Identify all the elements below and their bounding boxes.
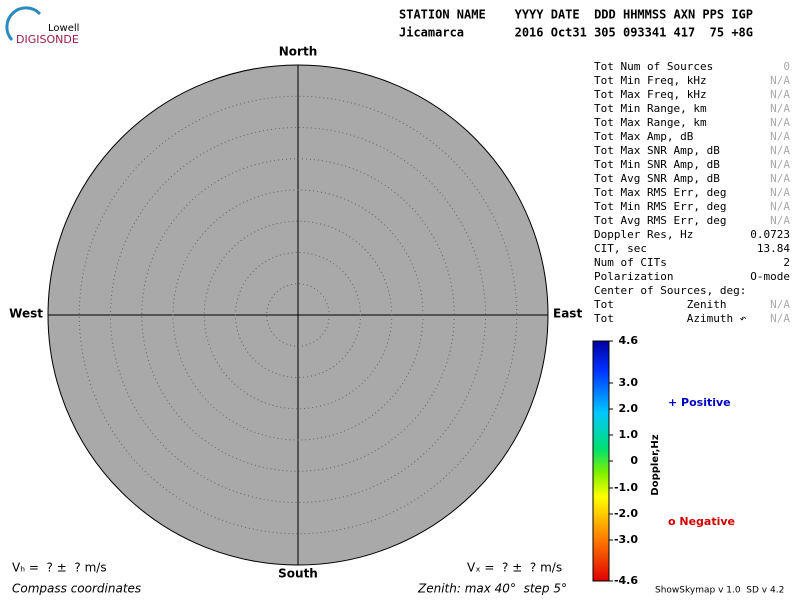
zenith-ring [78,95,518,535]
zenith-ring [172,189,424,441]
zenith-ring [110,127,486,503]
north-label: North [279,45,317,59]
logo-bottom: DIGISONDE [16,33,79,46]
zenith-note: Zenith: max 40° step 5° [417,582,567,596]
stat-value: 13.84 [757,242,790,255]
stat-label: Tot Min Freq, kHz [594,74,707,87]
colorbar-tick-label: 3.0 [619,376,639,389]
stat-label: Tot Max RMS Err, deg [594,186,726,199]
colorbar-tick-label: -1.0 [614,481,638,494]
positive-legend: + Positive [668,396,731,409]
zenith-ring [266,283,330,347]
stat-value: N/A [770,74,790,87]
south-label: South [278,567,318,581]
stat-label: Tot Max Range, km [594,116,707,129]
stat-value: N/A [770,102,790,115]
stat-value: N/A [770,186,790,199]
version-note: ShowSkymap v 1.0 SD v 4.2 [655,586,784,596]
stat-label: CIT, sec [594,242,647,255]
vh-readout: Vₕ = ? ± ? m/s [12,561,107,575]
vz-readout: Vₓ = ? ± ? m/s [467,561,562,575]
stat-value: N/A [770,158,790,171]
stat-label: Tot Avg SNR Amp, dB [594,172,720,185]
stat-label: Tot Min SNR Amp, dB [594,158,720,171]
zenith-ring [203,220,393,410]
polar-plot [47,64,549,566]
header-labels: STATION NAME YYYY DATE DDD HHMMSS AXN PP… [399,8,753,22]
zenith-ring [141,158,455,472]
logo-arc [5,6,42,42]
colorbar-tick-label: 2.0 [619,402,639,415]
stat-label: Tot Avg RMS Err, deg [594,214,726,227]
stat-label: Tot Min Range, km [594,102,707,115]
colorbar-label: Doppler,Hz [650,434,661,495]
colorbar-tick-label: 0 [630,454,638,467]
stat-value: N/A [770,116,790,129]
colorbar-tick-label: 1.0 [619,428,639,441]
colorbar-tick-label: -4.6 [614,574,638,587]
stat-value: N/A [770,130,790,143]
stat-label: Doppler Res, Hz [594,228,693,241]
stat-value: N/A [770,214,790,227]
stat-label: Tot Azimuth ↶ [594,312,747,325]
stat-value: 0 [783,60,790,73]
stat-label: Center of Sources, deg: [594,284,746,297]
stat-label: Tot Min RMS Err, deg [594,200,726,213]
stat-value: N/A [770,312,790,325]
coords-note: Compass coordinates [12,582,141,596]
stat-value: 0.0723 [750,228,790,241]
header-values: Jicamarca 2016 Oct31 305 093341 417 75 +… [399,26,753,40]
stat-value: N/A [770,172,790,185]
stat-value: 2 [783,256,790,269]
logo-top: Lowell [48,23,79,34]
stat-label: Tot Max SNR Amp, dB [594,144,720,157]
stat-value: N/A [770,144,790,157]
stat-label: Tot Max Amp, dB [594,130,694,143]
west-label: West [9,307,43,321]
stat-value: N/A [770,88,790,101]
stat-value: O-mode [750,270,790,283]
colorbar [592,340,610,582]
stat-label: Tot Num of Sources [594,60,713,73]
stat-label: Num of CITs [594,256,667,269]
stat-value: N/A [770,200,790,213]
stat-label: Tot Zenith [594,298,726,311]
colorbar-tick-label: -3.0 [614,533,638,546]
zenith-ring [235,252,361,378]
stat-value: N/A [770,298,790,311]
colorbar-tick-label: 4.6 [619,334,639,347]
colorbar-tick-label: -2.0 [614,507,638,520]
stat-label: Tot Max Freq, kHz [594,88,707,101]
stat-label: Polarization [594,270,673,283]
negative-legend: o Negative [668,515,735,528]
east-label: East [553,307,582,321]
